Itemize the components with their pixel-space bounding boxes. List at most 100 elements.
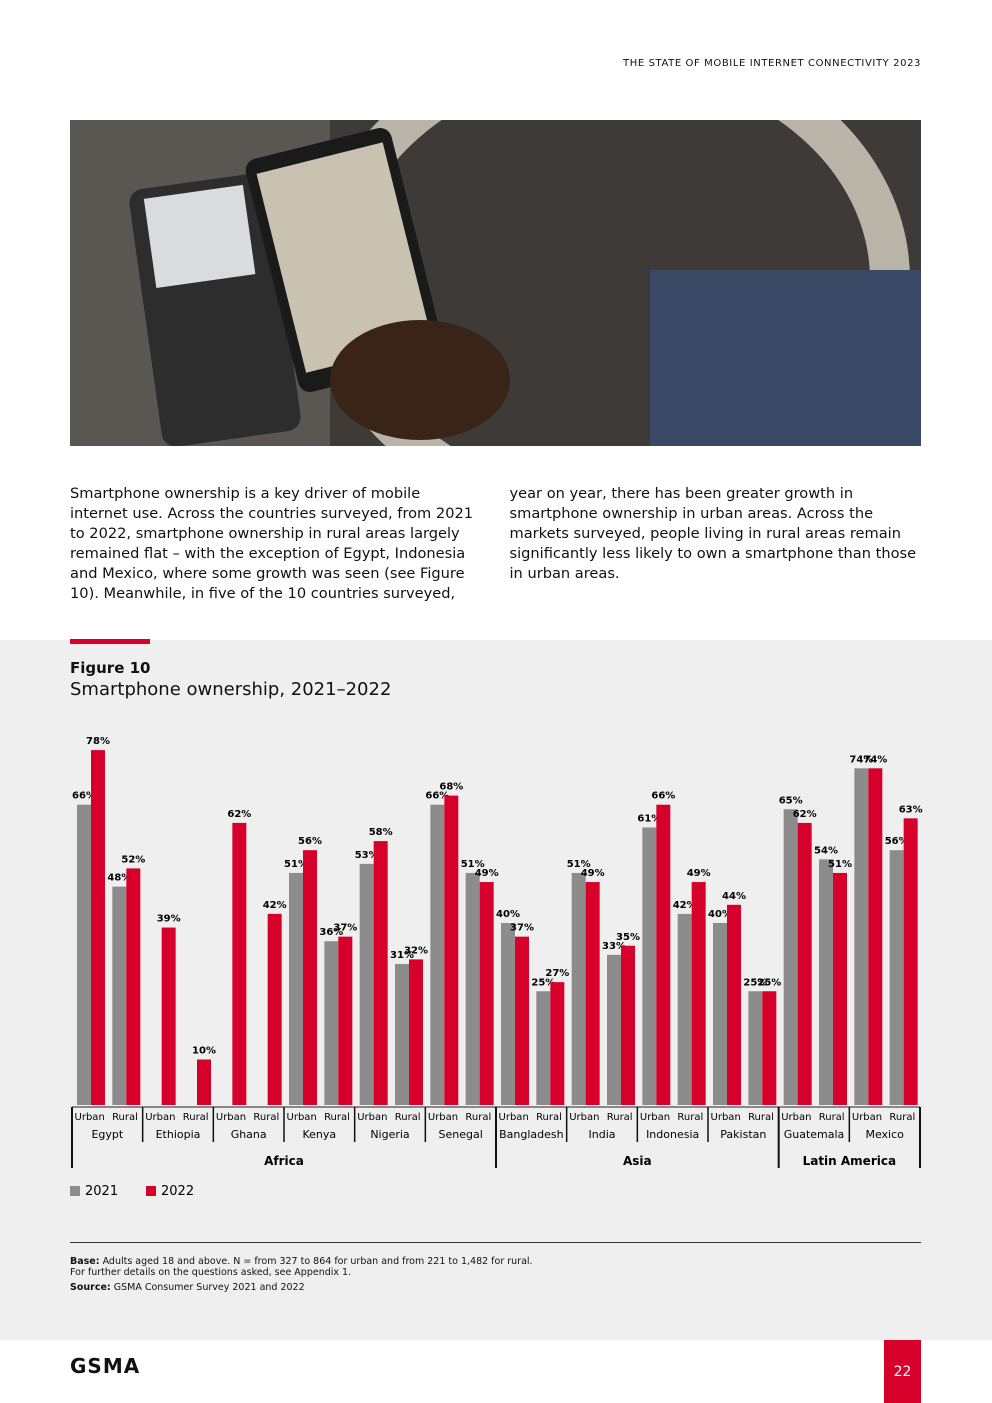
bar xyxy=(903,818,918,1105)
legend-swatch xyxy=(70,1186,80,1196)
category-label: Rural xyxy=(536,1112,562,1123)
country-label: Mexico xyxy=(865,1128,904,1141)
data-label: 49% xyxy=(581,868,605,879)
base-note: Base: Adults aged 18 and above. N = from… xyxy=(70,1256,921,1278)
bar xyxy=(112,886,127,1105)
legend-label: 2022 xyxy=(161,1184,194,1199)
category-label: Urban xyxy=(569,1112,599,1123)
data-label: 62% xyxy=(793,809,817,820)
bar xyxy=(621,945,635,1105)
data-label: 10% xyxy=(192,1046,216,1057)
category-label: Urban xyxy=(357,1112,387,1123)
category-label: Rural xyxy=(183,1112,209,1123)
data-label: 25% xyxy=(757,977,781,988)
page-number: 22 xyxy=(884,1340,921,1403)
region-label: Asia xyxy=(623,1154,652,1168)
bar xyxy=(833,872,847,1105)
bar xyxy=(642,827,657,1105)
bar xyxy=(783,809,798,1105)
bar xyxy=(444,795,459,1105)
data-label: 51% xyxy=(828,859,852,870)
data-label: 53% xyxy=(355,850,379,861)
bar xyxy=(161,927,176,1105)
bar xyxy=(607,954,621,1105)
bar xyxy=(727,904,741,1105)
data-label: 66% xyxy=(425,791,449,802)
data-label: 52% xyxy=(121,854,145,865)
running-header: THE STATE OF MOBILE INTERNET CONNECTIVIT… xyxy=(623,58,921,69)
data-label: 33% xyxy=(602,941,626,952)
data-label: 25% xyxy=(531,977,555,988)
bar xyxy=(409,959,423,1105)
country-label: Ghana xyxy=(231,1128,267,1141)
bar xyxy=(303,850,317,1105)
legend-swatch xyxy=(146,1186,156,1196)
category-label: Urban xyxy=(499,1112,529,1123)
data-label: 49% xyxy=(687,868,711,879)
bar xyxy=(691,882,706,1105)
data-label: 56% xyxy=(298,836,322,847)
data-label: 62% xyxy=(227,809,251,820)
country-label: Indonesia xyxy=(646,1128,699,1141)
figure-title: Smartphone ownership, 2021–2022 xyxy=(70,679,392,700)
data-label: 40% xyxy=(496,909,520,920)
data-label: 61% xyxy=(637,813,661,824)
bar xyxy=(585,882,600,1105)
bar xyxy=(359,863,374,1105)
category-label: Rural xyxy=(395,1112,421,1123)
region-label: Latin America xyxy=(803,1154,897,1168)
source-note: Source: GSMA Consumer Survey 2021 and 20… xyxy=(70,1282,921,1293)
data-label: 63% xyxy=(899,804,923,815)
data-label: 37% xyxy=(510,923,534,934)
base-text: Adults aged 18 and above. N = from 327 t… xyxy=(102,1256,533,1267)
category-label: Rural xyxy=(607,1112,633,1123)
bar xyxy=(501,923,515,1105)
bar xyxy=(571,872,586,1105)
data-label: 51% xyxy=(567,859,591,870)
data-label: 40% xyxy=(708,909,732,920)
category-label: Rural xyxy=(748,1112,774,1123)
data-label: 39% xyxy=(157,914,181,925)
body-text: Smartphone ownership is a key driver of … xyxy=(70,485,917,602)
bar xyxy=(868,768,883,1105)
data-label: 44% xyxy=(722,891,746,902)
source-label: Source: xyxy=(70,1282,111,1293)
legend-label: 2021 xyxy=(85,1184,118,1199)
data-label: 42% xyxy=(673,900,697,911)
data-label: 54% xyxy=(814,845,838,856)
bar xyxy=(515,936,529,1105)
base-label: Base: xyxy=(70,1256,100,1267)
bar xyxy=(713,923,727,1105)
bar xyxy=(395,963,409,1105)
data-label: 36% xyxy=(319,927,343,938)
bar xyxy=(677,913,692,1105)
figure-label: Figure 10 xyxy=(70,659,151,677)
data-label: 51% xyxy=(284,859,308,870)
notes: Base: Adults aged 18 and above. N = from… xyxy=(70,1256,921,1297)
data-label: 74% xyxy=(849,754,873,765)
bar xyxy=(656,804,671,1105)
category-label: Rural xyxy=(819,1112,845,1123)
data-label: 66% xyxy=(651,791,675,802)
bar xyxy=(854,768,869,1105)
category-label: Rural xyxy=(465,1112,491,1123)
country-label: Bangladesh xyxy=(499,1128,564,1141)
country-label: Senegal xyxy=(439,1128,483,1141)
country-label: India xyxy=(589,1128,616,1141)
bar xyxy=(889,850,904,1105)
bar xyxy=(762,991,777,1105)
data-label: 25% xyxy=(743,977,767,988)
category-label: Rural xyxy=(889,1112,915,1123)
category-label: Urban xyxy=(781,1112,811,1123)
data-label: 48% xyxy=(107,873,131,884)
region-label: Africa xyxy=(264,1154,304,1168)
country-label: Egypt xyxy=(91,1128,123,1141)
category-label: Urban xyxy=(216,1112,246,1123)
photo xyxy=(70,120,921,446)
bar xyxy=(479,882,494,1105)
country-label: Ethiopia xyxy=(156,1128,201,1141)
category-label: Urban xyxy=(428,1112,458,1123)
category-label: Rural xyxy=(253,1112,279,1123)
bar xyxy=(430,804,445,1105)
